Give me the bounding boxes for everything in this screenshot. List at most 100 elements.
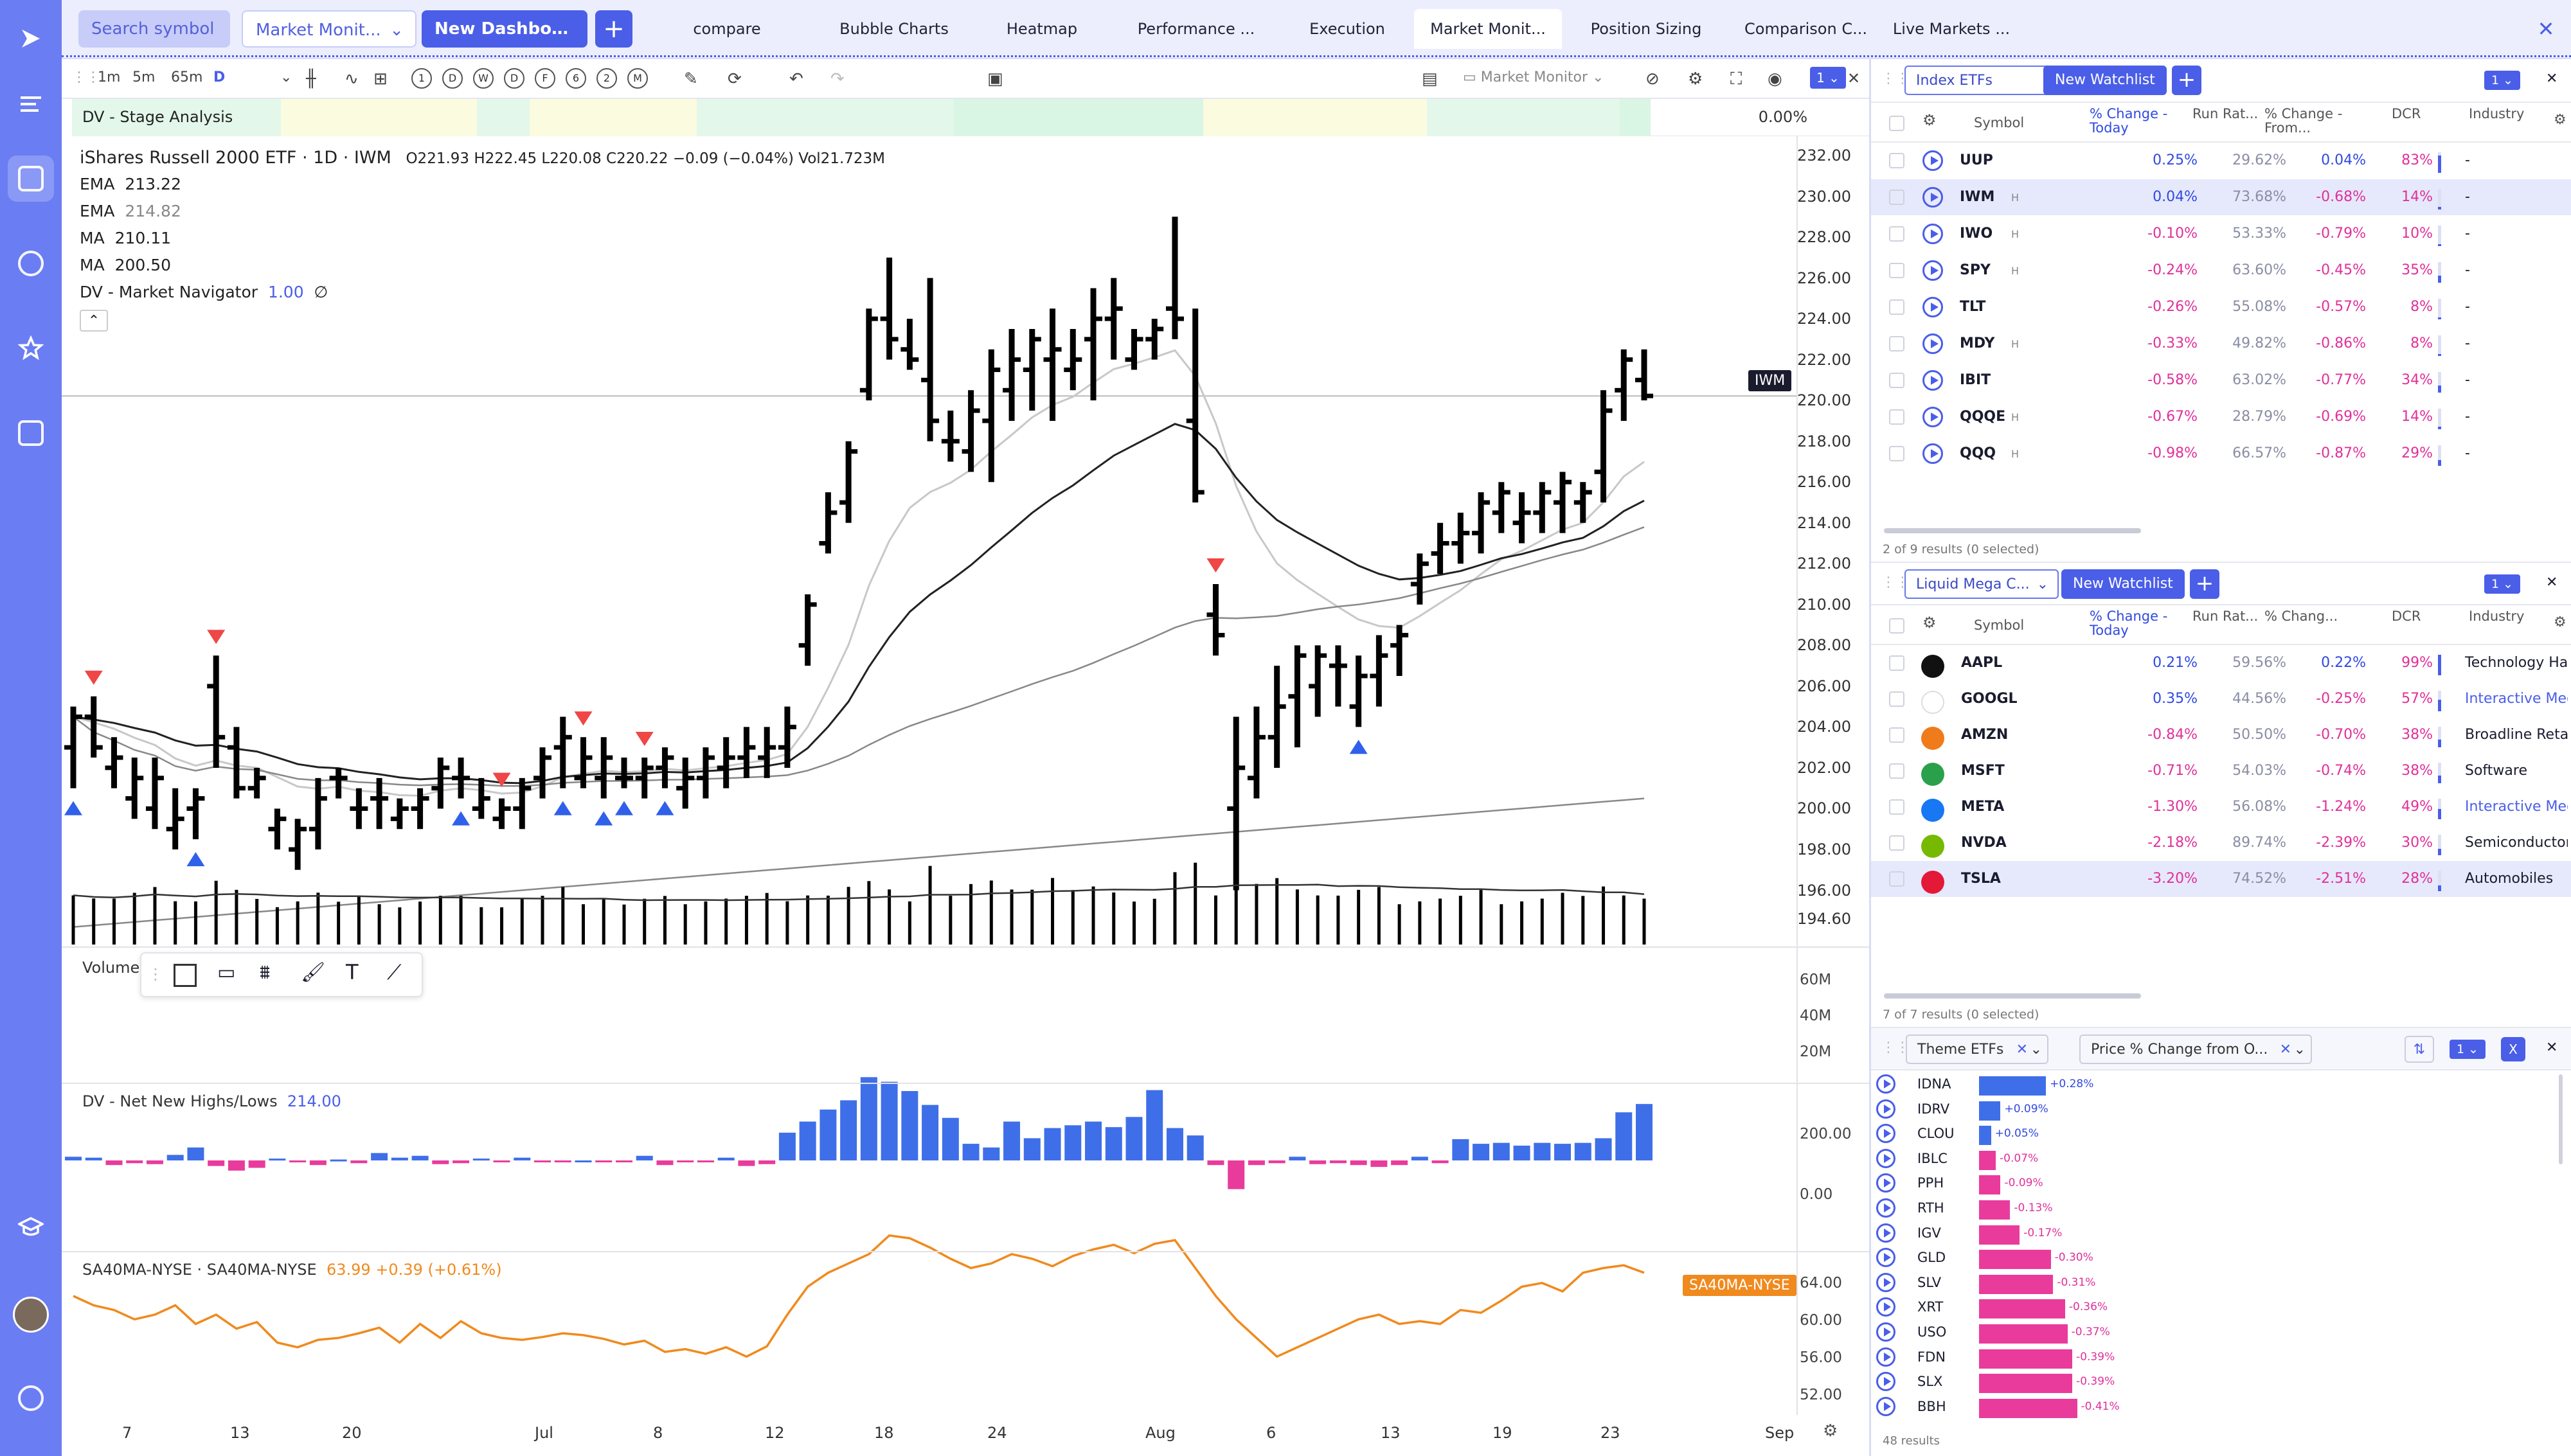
play-icon[interactable] <box>1876 1173 1895 1193</box>
scrollbar[interactable] <box>2559 1074 2563 1164</box>
x-logo-icon[interactable]: X <box>2501 1037 2525 1061</box>
watchlist-2-select[interactable]: Liquid Mega C... ⌄ <box>1904 569 2059 599</box>
close-icon[interactable]: ✕ <box>2546 1040 2558 1056</box>
templates-icon[interactable]: ⊞ <box>373 69 388 89</box>
logo-icon[interactable] <box>18 26 44 51</box>
theme-row[interactable]: BBH -0.41% <box>1871 1394 2571 1419</box>
interval-2[interactable]: 65m <box>171 69 203 85</box>
add-watchlist-button[interactable]: + <box>2190 569 2219 599</box>
watchlist-row[interactable]: GOOGL 0.35% 44.56% -0.25% 57% Interactive Med… <box>1871 681 2571 717</box>
column-header-2[interactable]: Run Rat... <box>2192 608 2259 624</box>
watchlist-row[interactable]: META -1.30% 56.08% -1.24% 49% Interactive Med… <box>1871 789 2571 825</box>
play-icon[interactable] <box>1922 187 1943 208</box>
avatar[interactable] <box>13 1297 49 1333</box>
column-header-2[interactable]: Run Rat... <box>2192 106 2259 121</box>
tab-5[interactable]: Market Monit... <box>1414 9 1562 49</box>
row-checkbox[interactable] <box>1889 691 1904 707</box>
flag-icon[interactable] <box>18 420 44 446</box>
watchlist-row[interactable]: NVDA -2.18% 89.74% -2.39% 30% Semiconductors … <box>1871 825 2571 861</box>
play-icon[interactable] <box>1876 1297 1895 1317</box>
watchlist-row[interactable]: TLT -0.26% 55.08% -0.57% 8% - <box>1871 289 2571 325</box>
help-icon[interactable] <box>18 1385 44 1411</box>
timeframe-circle-1[interactable]: D <box>442 68 463 89</box>
refresh-icon[interactable]: ⟳ <box>728 69 742 89</box>
timeframe-circle-5[interactable]: 6 <box>566 68 586 89</box>
theme-row[interactable]: IGV -0.17% <box>1871 1221 2571 1245</box>
tab-8[interactable]: Live Markets ... <box>1892 20 2011 38</box>
add-watchlist-button[interactable]: + <box>2172 66 2201 95</box>
new-dashboard-button[interactable]: New Dashboard <box>422 10 587 48</box>
rectangle-tool-icon[interactable] <box>174 964 197 987</box>
interval-1[interactable]: 5m <box>132 69 156 85</box>
gear-icon[interactable]: ⚙ <box>1922 111 1937 129</box>
scanner-icon[interactable] <box>18 251 44 276</box>
collapse-legend-button[interactable]: ⌃ <box>80 310 108 332</box>
watchlist-row[interactable]: AMZN -0.84% 50.50% -0.70% 38% Broadline Retai… <box>1871 717 2571 753</box>
education-icon[interactable] <box>17 1214 45 1240</box>
tab-7[interactable]: Comparison C... <box>1744 20 1867 38</box>
time-axis[interactable]: 7 13 20 Jul 8 12 18 24 Aug 6 13 19 23 Sep <box>62 1414 1869 1452</box>
theme-row[interactable]: IDNA +0.28% <box>1871 1072 2571 1096</box>
pencil-icon[interactable]: ✎ <box>684 69 698 89</box>
play-icon[interactable] <box>1922 443 1943 464</box>
watchlist-row[interactable]: TSLA -3.20% 74.52% -2.51% 28% Automobiles <box>1871 861 2571 897</box>
play-icon[interactable] <box>1876 1099 1895 1119</box>
play-icon[interactable] <box>1876 1248 1895 1268</box>
timeframe-circle-2[interactable]: W <box>473 68 494 89</box>
row-checkbox[interactable] <box>1889 299 1904 315</box>
tab-3[interactable]: Performance ... <box>1137 20 1255 38</box>
hidden-icon[interactable]: ∅ <box>314 283 328 301</box>
timeframe-circle-7[interactable]: M <box>627 68 648 89</box>
watchlist-1-sync-badge[interactable]: 1 ⌄ <box>2484 71 2520 90</box>
watchlist-row[interactable]: SPY H -0.24% 63.60% -0.45% 35% - <box>1871 253 2571 289</box>
clear-icon[interactable]: ✕ <box>2016 1042 2028 1058</box>
row-checkbox[interactable] <box>1889 373 1904 388</box>
watchlist-row[interactable]: AAPL 0.21% 59.56% 0.22% 99% Technology Hardw <box>1871 645 2571 681</box>
watchlist-2-sync-badge[interactable]: 1 ⌄ <box>2484 574 2520 594</box>
row-checkbox[interactable] <box>1889 727 1904 743</box>
scrollbar[interactable] <box>1884 993 2141 999</box>
theme-row[interactable]: CLOU +0.05% <box>1871 1121 2571 1146</box>
row-checkbox[interactable] <box>1889 871 1904 887</box>
play-icon[interactable] <box>1876 1347 1895 1367</box>
theme-row[interactable]: SLX -0.39% <box>1871 1369 2571 1394</box>
close-icon[interactable]: ✕ <box>2537 17 2555 41</box>
timeframe-circle-0[interactable]: 1 <box>411 68 432 89</box>
theme-filter-select[interactable]: Theme ETFs ✕ ⌄ <box>1906 1034 2048 1064</box>
row-checkbox[interactable] <box>1889 409 1904 425</box>
theme-row[interactable]: XRT -0.36% <box>1871 1295 2571 1319</box>
tab-6[interactable]: Position Sizing <box>1590 20 1702 38</box>
row-checkbox[interactable] <box>1889 655 1904 671</box>
theme-row[interactable]: PPH -0.09% <box>1871 1171 2571 1195</box>
theme-row[interactable]: GLD -0.30% <box>1871 1245 2571 1270</box>
play-icon[interactable] <box>1922 260 1943 281</box>
watchlist-row[interactable]: MSFT -0.71% 54.03% -0.74% 38% Software <box>1871 753 2571 789</box>
play-icon[interactable] <box>1876 1372 1895 1392</box>
tab-2[interactable]: Heatmap <box>1006 20 1078 38</box>
drag-handle-icon[interactable]: ⋮⋮ <box>72 69 100 85</box>
sync-badge[interactable]: 1 ⌄ <box>1810 67 1846 89</box>
brush-tool-icon[interactable]: 🖌 <box>301 961 326 984</box>
row-checkbox[interactable] <box>1889 835 1904 851</box>
ma1-legend[interactable]: MA 210.11 <box>80 229 171 247</box>
column-header-3[interactable]: % Change - From... <box>2264 106 2343 136</box>
gear-icon[interactable]: ⚙ <box>1823 1421 1838 1441</box>
close-icon[interactable]: ✕ <box>2546 574 2558 590</box>
column-header-0[interactable]: Symbol <box>1974 115 2025 130</box>
row-checkbox[interactable] <box>1889 190 1904 205</box>
undo-icon[interactable]: ↶ <box>789 69 803 89</box>
column-header-1[interactable]: % Change - Today <box>2090 106 2168 136</box>
column-header-1[interactable]: % Change - Today <box>2090 608 2168 638</box>
star-icon[interactable] <box>17 335 44 361</box>
timeframe-circle-6[interactable]: 2 <box>596 68 617 89</box>
tab-4[interactable]: Execution <box>1309 20 1385 38</box>
theme-row[interactable]: FDN -0.39% <box>1871 1345 2571 1369</box>
dashboard-icon[interactable] <box>18 166 44 191</box>
row-checkbox[interactable] <box>1889 336 1904 351</box>
indicators-icon[interactable]: ∿ <box>345 69 359 89</box>
theme-row[interactable]: RTH -0.13% <box>1871 1196 2571 1220</box>
watchlist-row[interactable]: QQQ H -0.98% 66.57% -0.87% 29% - <box>1871 436 2571 472</box>
theme-row[interactable]: SLV -0.31% <box>1871 1270 2571 1295</box>
row-checkbox[interactable] <box>1889 799 1904 815</box>
play-icon[interactable] <box>1922 407 1943 427</box>
